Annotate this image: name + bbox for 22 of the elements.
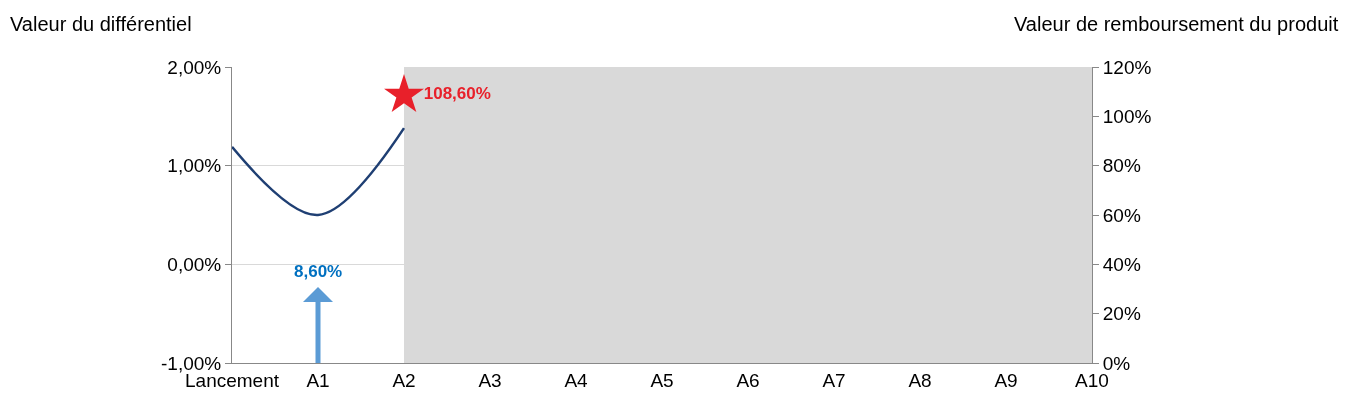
- x-tick-label: A1: [306, 369, 330, 391]
- y2-axis-title: Valeur de remboursement du produit: [1014, 13, 1339, 35]
- x-tick-label: A4: [564, 369, 589, 391]
- x-tick-label: A6: [736, 369, 760, 391]
- y2-tick-label: 40%: [1102, 253, 1141, 275]
- x-tick-label: A9: [994, 369, 1018, 391]
- y-tick-label: 0,00%: [167, 253, 222, 275]
- x-tick-label: A7: [822, 369, 846, 391]
- x-tick-label: A5: [650, 369, 674, 391]
- x-tick-label: A3: [478, 369, 502, 391]
- y2-tick-label: 20%: [1102, 303, 1141, 325]
- annotation: 8,60%: [294, 262, 343, 281]
- y-axis-title: Valeur du différentiel: [10, 13, 192, 35]
- x-tick-label: A2: [392, 369, 416, 391]
- y-tick-label: 2,00%: [167, 56, 222, 78]
- data-label: 108,60%: [423, 84, 491, 104]
- y-tick-label: 1,00%: [167, 155, 222, 177]
- y2-tick-label: 60%: [1102, 204, 1141, 226]
- y2-tick-label: 100%: [1102, 105, 1152, 127]
- x-tick-label: A8: [908, 369, 932, 391]
- y2-tick-label: 120%: [1102, 56, 1152, 78]
- y2-tick-label: 80%: [1102, 155, 1141, 177]
